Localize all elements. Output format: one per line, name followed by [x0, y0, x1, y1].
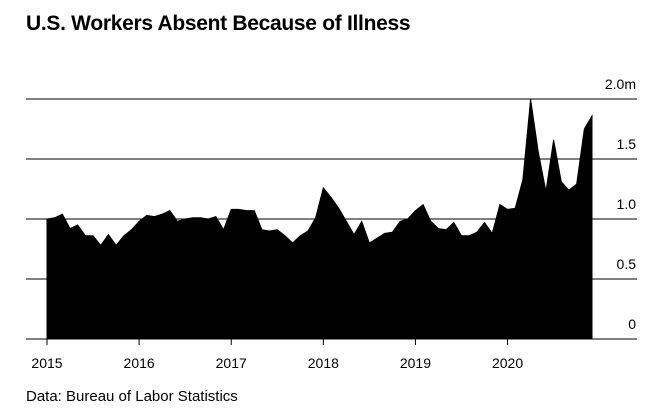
x-tick-label: 2016 [124, 355, 155, 371]
source-note: Data: Bureau of Labor Statistics [26, 388, 238, 405]
y-tick-label: 0.5 [617, 256, 637, 272]
x-tick-label: 2019 [400, 355, 431, 371]
x-tick-label: 2017 [216, 355, 247, 371]
chart-title: U.S. Workers Absent Because of Illness [26, 12, 411, 35]
absence-area-series [46, 98, 593, 340]
chart: 2.0m 1.5 1.0 0.5 0 2015 2016 2017 2018 2019 2020 [26, 76, 637, 371]
y-tick-label: 1.5 [617, 136, 637, 152]
y-tick-label: 0 [628, 316, 636, 332]
y-tick-label: 2.0m [605, 76, 636, 92]
x-tick-label: 2018 [308, 355, 339, 371]
x-tick-label: 2015 [31, 355, 62, 371]
y-axis-labels: 2.0m 1.5 1.0 0.5 0 [605, 76, 636, 332]
x-tick-label: 2020 [492, 355, 523, 371]
y-tick-label: 1.0 [617, 196, 637, 212]
plot-area [46, 98, 593, 340]
x-axis: 2015 2016 2017 2018 2019 2020 [31, 339, 523, 371]
